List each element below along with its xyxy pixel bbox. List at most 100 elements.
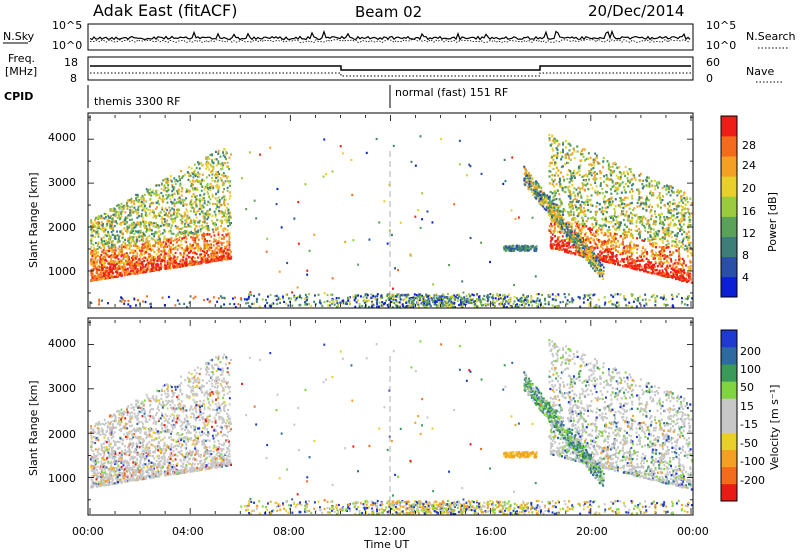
power-point — [207, 225, 210, 228]
power-point — [630, 228, 633, 231]
power-point — [219, 177, 222, 180]
power-point — [666, 233, 669, 237]
power-point — [611, 215, 613, 218]
power-point — [103, 252, 105, 255]
power-point — [98, 268, 100, 271]
power-point — [590, 164, 593, 167]
power-point — [163, 253, 166, 256]
power-point — [669, 250, 671, 253]
power-point — [224, 209, 227, 212]
power-point — [620, 213, 623, 216]
power-point — [164, 266, 167, 269]
power-point — [141, 246, 143, 250]
power-point — [591, 204, 594, 207]
power-point — [93, 248, 96, 252]
power-point — [90, 270, 93, 274]
power-point — [575, 188, 578, 191]
power-point — [182, 204, 185, 207]
power-point — [129, 218, 131, 221]
power-point — [161, 258, 163, 261]
power-point — [567, 142, 570, 145]
power-point — [168, 211, 171, 214]
power-point — [679, 197, 682, 200]
power-point — [171, 207, 174, 210]
power-point — [190, 244, 193, 247]
power-point — [129, 231, 131, 235]
power-point — [622, 240, 624, 243]
power-point — [620, 172, 622, 175]
power-point — [145, 237, 148, 240]
power-point — [211, 153, 214, 156]
power-point — [674, 267, 677, 270]
power-point — [198, 162, 200, 165]
power-point — [104, 276, 107, 279]
power-point — [182, 175, 185, 178]
power-point — [548, 170, 551, 173]
power-point — [161, 222, 164, 225]
power-point — [229, 257, 231, 260]
power-point — [102, 243, 105, 246]
power-point — [667, 223, 670, 226]
power-point — [613, 212, 616, 215]
power-point — [99, 256, 102, 259]
power-point — [616, 192, 619, 195]
power-point — [639, 259, 641, 262]
power-point — [677, 211, 680, 214]
power-point — [192, 202, 194, 205]
power-point — [165, 214, 168, 217]
power-point — [110, 230, 113, 234]
power-point — [665, 216, 668, 219]
power-point — [90, 237, 93, 240]
power-point — [167, 194, 170, 197]
power-point — [192, 250, 195, 253]
power-point — [110, 249, 113, 252]
power-point — [130, 224, 133, 227]
power-point — [188, 166, 190, 169]
power-point — [103, 212, 106, 215]
power-point — [603, 251, 605, 254]
power-point — [205, 227, 208, 230]
power-point — [128, 273, 131, 276]
power-point — [125, 252, 128, 255]
power-point — [214, 239, 217, 242]
power-point — [669, 202, 672, 205]
power-point — [600, 171, 603, 174]
power-point — [135, 239, 138, 242]
power-point — [137, 262, 140, 265]
power-point — [153, 235, 156, 238]
power-point — [140, 202, 143, 206]
power-point — [149, 229, 152, 232]
power-point — [558, 193, 561, 196]
power-point — [193, 220, 196, 223]
power-point — [163, 184, 166, 187]
power-point — [169, 198, 172, 201]
power-point — [181, 227, 184, 230]
power-point — [601, 228, 604, 231]
power-point — [668, 201, 671, 204]
power-point — [190, 236, 192, 239]
power-point — [170, 214, 172, 217]
power-point — [99, 262, 102, 265]
power-point — [181, 237, 184, 240]
power-point — [651, 205, 653, 208]
noise-left-tick-top: 10^5 — [52, 19, 82, 32]
power-point — [569, 203, 572, 206]
power-point — [225, 234, 228, 237]
power-point — [221, 165, 224, 168]
power-point — [611, 200, 614, 203]
power-point — [100, 224, 103, 227]
power-point — [226, 229, 229, 232]
power-point — [681, 209, 683, 212]
power-point — [635, 221, 638, 224]
power-point — [691, 254, 693, 257]
power-point — [92, 279, 94, 282]
power-point — [109, 255, 112, 258]
power-point — [610, 178, 612, 181]
power-point — [667, 226, 670, 229]
power-point — [645, 223, 648, 226]
power-point — [111, 233, 114, 236]
power-point — [220, 241, 223, 244]
power-point — [628, 214, 630, 217]
power-point — [192, 186, 195, 190]
power-point — [622, 243, 624, 246]
